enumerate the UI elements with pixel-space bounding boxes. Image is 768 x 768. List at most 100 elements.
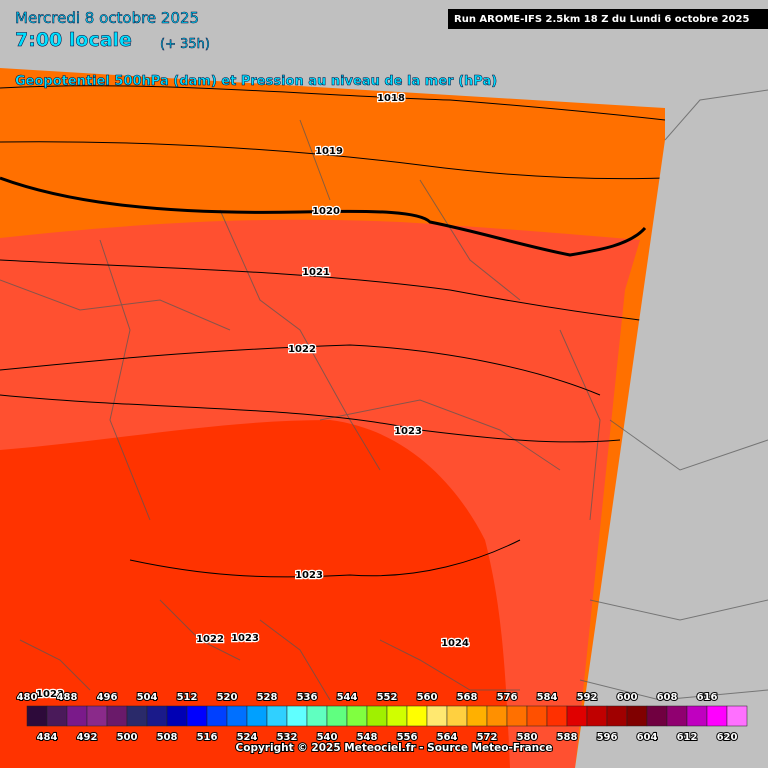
time: 7:00 locale [15,29,132,51]
swatch [526,705,548,727]
colorbar-label: 484 [37,732,58,743]
colorbar-label: 552 [377,692,398,703]
swatch [426,705,448,727]
swatch [486,705,508,727]
swatch [346,705,368,727]
colorbar-label: 576 [497,692,518,703]
swatch [186,705,208,727]
colorbar-label: 600 [617,692,638,703]
isobar [0,259,641,321]
colorbar-label: 612 [677,732,698,743]
swatch [26,705,48,727]
colorbar-label: 548 [357,732,378,743]
coast [19,599,520,701]
isobar [129,539,521,578]
isobar-label: 1023 [394,426,422,437]
swatch [446,705,468,727]
colorbar-label: 564 [437,732,458,743]
isobar-labels: 1018 1019 1020 1021 1022 1023 1023 1023 1022 1023… [35,92,470,702]
swatch [286,705,308,727]
colorbar-label: 520 [217,692,238,703]
isobar-label: 1023 [295,570,323,581]
swatch [146,705,168,727]
swatch [46,705,68,727]
isobar-label: 1019 [315,146,343,157]
isobar [0,85,665,121]
colorbar-label: 604 [637,732,658,743]
colorbar-label: 512 [177,692,198,703]
colorbar-label: 496 [97,692,118,703]
swatch [666,705,688,727]
swatch [686,705,708,727]
swatch [606,705,628,727]
colorbar-label: 516 [197,732,218,743]
colorbar-label: 488 [57,692,78,703]
isobar [0,394,621,443]
colorbar-label: 596 [597,732,618,743]
swatch [246,705,268,727]
colorbar-label: 608 [657,692,678,703]
isobar-label: 1023 [36,689,64,700]
isobar-label: 1024 [441,638,469,649]
colorbar-label: 500 [117,732,138,743]
swatch [306,705,328,727]
field-title: Geopotentiel 500hPa (dam) et Pression au… [15,74,497,89]
colorbar-label: 584 [537,692,558,703]
colorbar-label: 528 [257,692,278,703]
colorbar-label: 568 [457,692,478,703]
isobar-label: 1022 [196,634,224,645]
colorbar-label: 508 [157,732,178,743]
isobar-label: 1023 [231,633,259,644]
swatch [166,705,188,727]
swatch [706,705,728,727]
colorbar-label: 504 [137,692,158,703]
swatch [66,705,88,727]
swatch [506,705,528,727]
colorbar-label: 572 [477,732,498,743]
border [0,119,601,521]
run-box [448,9,768,29]
colorbar-label: 616 [697,692,718,703]
isobar-label: 1021 [302,267,330,278]
isobar [0,176,647,257]
colorbar-label: 544 [337,692,358,703]
colorbar-label: 588 [557,732,578,743]
swatch [626,705,648,727]
lead: (+ 35h) [160,37,210,52]
colorbar-label: 480 [17,692,38,703]
colorbar-label: 620 [717,732,738,743]
swatch [646,705,668,727]
colorbar-label: 540 [317,732,338,743]
swatch [86,705,108,727]
copyright: Copyright © 2025 Meteociel.fr - Source M… [236,742,553,754]
border [579,89,768,701]
colorbar-label: 560 [417,692,438,703]
isobar-label: 1022 [288,344,316,355]
colorbar: 480 484 488 492 496 500 504 508 512 516 520 524 528 5… [16,691,748,744]
swatch [566,705,588,727]
colorbar-label: 556 [397,732,418,743]
run: Run AROME-IFS 2.5km 18 Z du Lundi 6 octo… [454,14,749,25]
swatch [366,705,388,727]
colorbar-label: 536 [297,692,318,703]
isobar-label: 1020 [312,206,340,217]
colorbar-label: 532 [277,732,298,743]
swatch [206,705,228,727]
swatch [466,705,488,727]
swatch [406,705,428,727]
swatch [266,705,288,727]
swatch [546,705,568,727]
swatch [726,705,748,727]
band-584 [0,420,510,768]
date: Mercredi 8 octobre 2025 [15,9,199,27]
colorbar-label: 492 [77,732,98,743]
isobar [0,141,665,180]
swatch [586,705,608,727]
isobar-label: 1018 [377,93,405,104]
swatch [226,705,248,727]
colorbar-label: 580 [517,732,538,743]
swatch [386,705,408,727]
swatch [126,705,148,727]
isobar [0,344,601,396]
